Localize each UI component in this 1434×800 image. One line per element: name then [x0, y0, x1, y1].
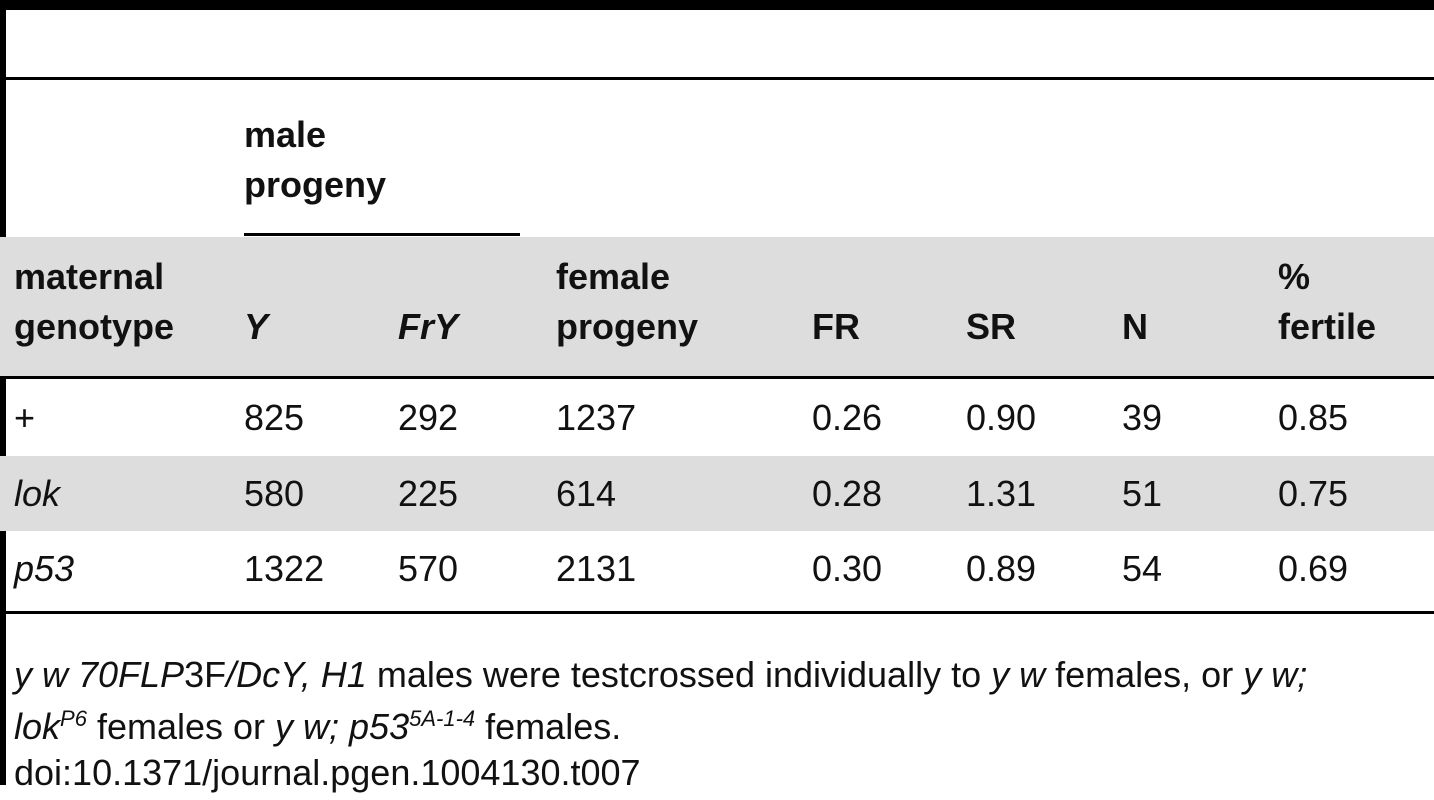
table-rule-bottom — [0, 611, 1434, 614]
row2-sr: 1.31 — [966, 473, 1037, 514]
row2-n: 51 — [1122, 473, 1163, 514]
row1-sr: 0.90 — [966, 397, 1037, 438]
row1-female: 1237 — [556, 397, 637, 438]
fn-genotype-c: /DcY, H1 — [226, 654, 367, 695]
row1-genotype: + — [14, 397, 36, 438]
row3-fr: 0.30 — [812, 548, 883, 589]
column-header-band — [0, 237, 1434, 376]
fn-lok: lok — [14, 706, 61, 747]
header-n: N — [1122, 306, 1148, 347]
header-y: Y — [244, 306, 269, 347]
row3-n: 54 — [1122, 548, 1163, 589]
table-rule-header — [0, 376, 1434, 379]
fn-yw-1: y w — [991, 654, 1046, 695]
fn-yw-2: y w; — [1243, 654, 1308, 695]
row2-fry: 225 — [398, 473, 459, 514]
fn-text-2: females, or — [1045, 654, 1244, 695]
fn-lok-sup: P6 — [60, 706, 87, 731]
header-sr: SR — [966, 306, 1017, 347]
header-maternal-line1: maternal — [14, 256, 165, 297]
header-maternal-line2: genotype — [14, 306, 175, 347]
fn-p53-sup: 5A-1-4 — [409, 706, 476, 731]
row3-genotype: p53 — [14, 548, 75, 589]
row1-fry: 292 — [398, 397, 459, 438]
row3-fry: 570 — [398, 548, 459, 589]
header-female-line2: progeny — [556, 306, 699, 347]
row1-fertile: 0.85 — [1278, 397, 1349, 438]
fn-genotype-a: y w 70FLP — [14, 654, 185, 695]
row2-y: 580 — [244, 473, 305, 514]
fn-p53: y w; p53 — [275, 706, 410, 747]
row3-fertile: 0.69 — [1278, 548, 1349, 589]
row3-female: 2131 — [556, 548, 637, 589]
header-fr: FR — [812, 306, 860, 347]
group-header-progeny: progeny — [244, 164, 387, 205]
row1-n: 39 — [1122, 397, 1163, 438]
fn-text-4: females. — [475, 706, 622, 747]
row1-fr: 0.26 — [812, 397, 883, 438]
group-header-male: male — [244, 114, 327, 155]
row2-genotype: lok — [14, 473, 61, 514]
footnote-line1: y w 70FLP3F/DcY, H1 males were testcross… — [14, 654, 1307, 696]
fn-text-1: males were testcrossed individually to — [366, 654, 992, 695]
header-female-line1: female — [556, 256, 671, 297]
header-fertile-line1: % — [1278, 256, 1311, 297]
header-fertile-line2: fertile — [1278, 306, 1377, 347]
fn-text-3: females or — [86, 706, 276, 747]
group-header-underline — [244, 233, 520, 236]
table-rule-top — [0, 77, 1434, 80]
fn-genotype-b: 3F — [184, 654, 227, 695]
row2-fertile: 0.75 — [1278, 473, 1349, 514]
row3-y: 1322 — [244, 548, 325, 589]
left-page-edge — [0, 0, 6, 785]
footnote-line2: lokP6 females or y w; p535A-1-4 females. — [14, 706, 621, 748]
table-top-border — [0, 0, 1434, 10]
row1-y: 825 — [244, 397, 305, 438]
row2-shade — [0, 456, 1434, 531]
row3-sr: 0.89 — [966, 548, 1037, 589]
doi-text: doi:10.1371/journal.pgen.1004130.t007 — [14, 752, 641, 793]
header-fry: FrY — [398, 306, 459, 347]
row2-female: 614 — [556, 473, 617, 514]
row2-fr: 0.28 — [812, 473, 883, 514]
